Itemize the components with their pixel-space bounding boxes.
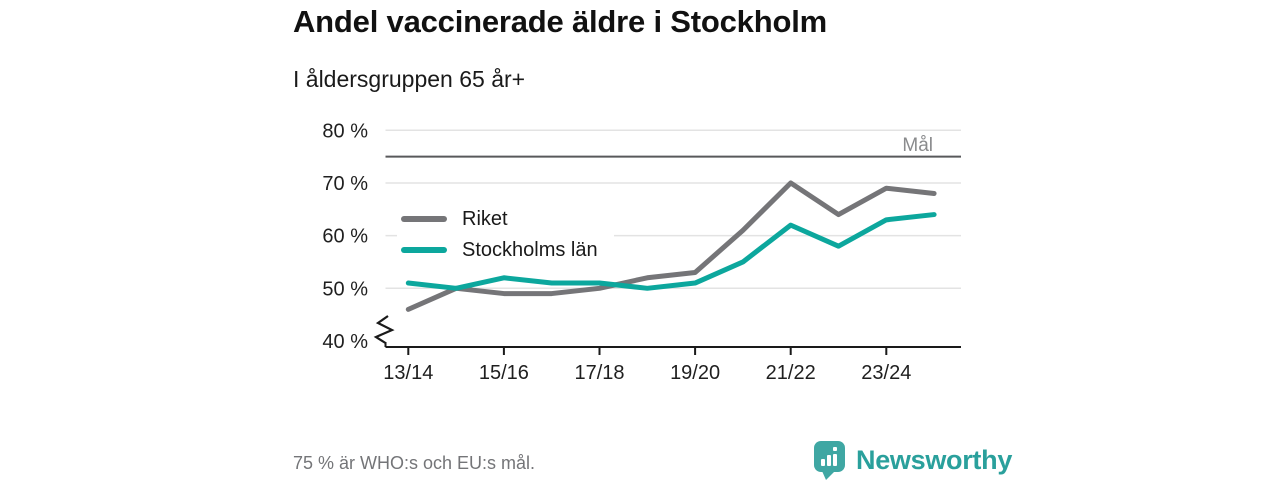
y-tick-label: 50 %	[322, 278, 368, 300]
legend-item-stockholms-lan: Stockholms län	[401, 237, 598, 263]
legend-swatch-stockholms-lan	[401, 247, 447, 253]
chart-subtitle: I åldersgruppen 65 år+	[293, 66, 526, 92]
y-tick-label: 80 %	[322, 120, 368, 142]
chart-legend: Riket Stockholms län	[397, 203, 614, 266]
footnote: 75 % är WHO:s och EU:s mål.	[293, 453, 536, 473]
x-tick-label: 23/24	[861, 362, 911, 384]
series-line-riket	[405, 180, 937, 312]
y-tick-label: 40 %	[322, 331, 368, 353]
legend-swatch-riket	[401, 216, 447, 222]
brand-logo: Newsworthy	[813, 440, 1012, 480]
legend-label-riket: Riket	[462, 207, 508, 230]
goal-label: Mål	[902, 135, 933, 156]
legend-label-stockholms-lan: Stockholms län	[462, 238, 598, 261]
x-tick-label: 21/22	[766, 362, 816, 384]
axis-break-icon	[373, 315, 395, 344]
x-tick-label: 15/16	[479, 362, 529, 384]
x-tick-label: 13/14	[383, 362, 433, 384]
y-tick-label: 60 %	[322, 226, 368, 248]
legend-item-riket: Riket	[401, 206, 598, 232]
brand-name: Newsworthy	[856, 444, 1013, 475]
y-tick-label: 70 %	[322, 173, 368, 195]
x-tick-label: 17/18	[574, 362, 624, 384]
chart-title: Andel vaccinerade äldre i Stockholm	[293, 4, 827, 39]
series-line-stockholms-lan	[405, 212, 937, 291]
newsworthy-logo-icon	[814, 441, 845, 480]
x-tick-label: 19/20	[670, 362, 720, 384]
